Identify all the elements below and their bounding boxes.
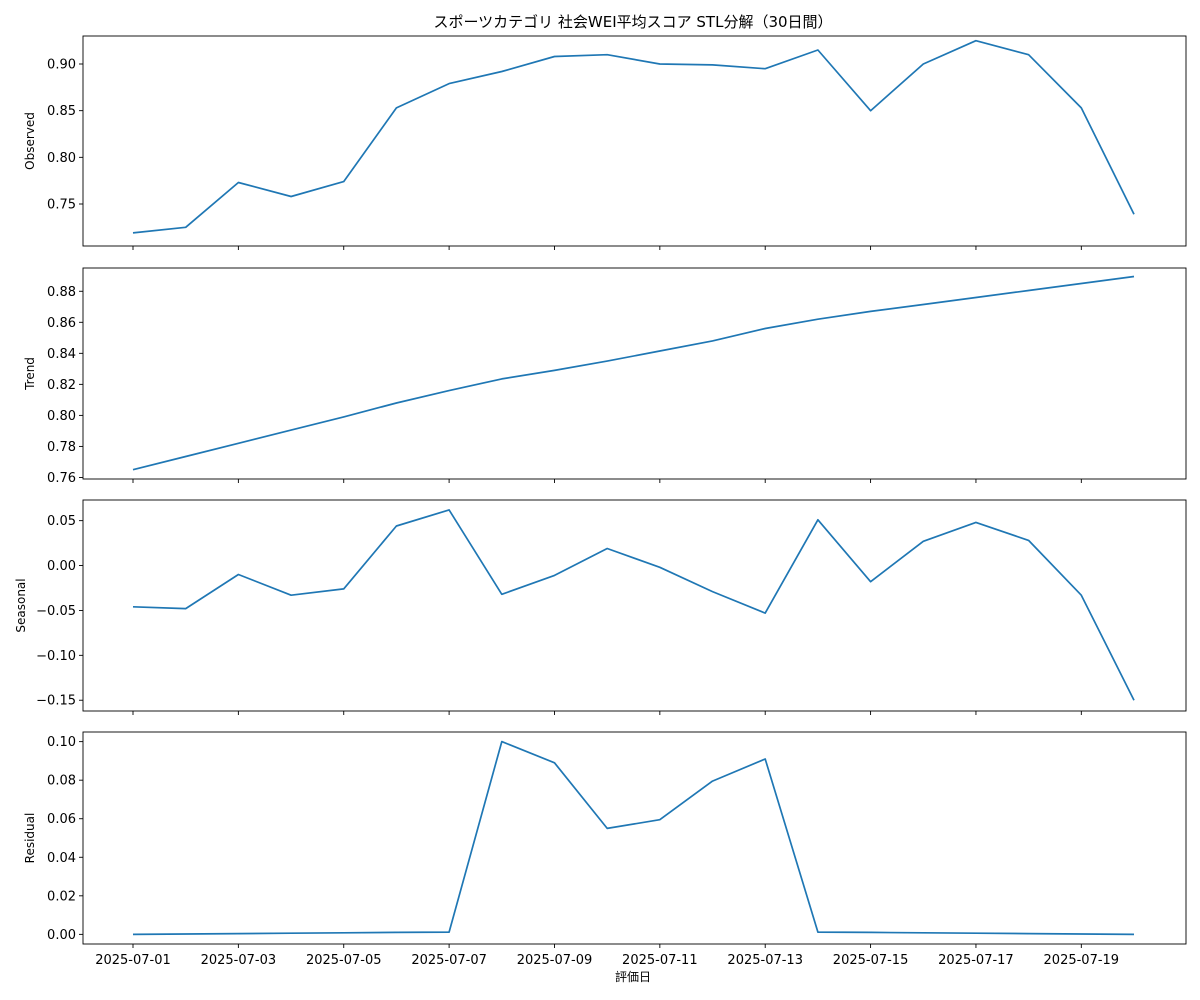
x-tick-label: 2025-07-07	[411, 953, 487, 968]
y-tick-label: 0.80	[47, 409, 76, 424]
y-tick-label: 0.80	[47, 151, 76, 166]
panel-residual: 0.00 0.02 0.04 0.06 0.08 0.10 Residual 2025-07-…	[23, 731, 1187, 968]
y-tick-label: 0.90	[47, 58, 76, 73]
y-tick-label: 0.02	[47, 889, 76, 904]
panel-seasonal: −0.15 −0.10 −0.05 0.00 0.05 Seasonal	[14, 499, 1187, 715]
y-tick-label: 0.00	[47, 928, 76, 943]
x-tick-label: 2025-07-01	[95, 953, 171, 968]
x-tick-label: 2025-07-03	[201, 953, 277, 968]
y-tick-label: 0.78	[47, 440, 76, 455]
y-tick-label: 0.86	[47, 316, 76, 331]
y-axis-label: Residual	[23, 813, 37, 864]
y-tick-label: 0.84	[47, 347, 76, 362]
y-tick-label: 0.76	[47, 471, 76, 486]
chart-title: スポーツカテゴリ 社会WEI平均スコア STL分解（30日間）	[433, 13, 832, 31]
y-tick-label: 0.85	[47, 104, 76, 119]
y-tick-label: 0.08	[47, 774, 76, 789]
y-tick-label: −0.05	[36, 604, 76, 619]
y-tick-label: 0.04	[47, 851, 76, 866]
x-tick-label: 2025-07-05	[306, 953, 382, 968]
y-axis-label: Trend	[23, 357, 37, 391]
y-tick-label: −0.15	[36, 694, 76, 709]
x-tick-label: 2025-07-11	[622, 953, 698, 968]
x-axis-label: 評価日	[615, 969, 651, 984]
series-line-observed	[132, 39, 1135, 234]
plot-frame	[82, 267, 1187, 480]
y-tick-label: 0.06	[47, 812, 76, 827]
y-tick-label: 0.82	[47, 378, 76, 393]
plot-frame	[82, 731, 1187, 945]
y-axis-label: Observed	[23, 112, 37, 170]
x-tick-label: 2025-07-19	[1044, 953, 1120, 968]
panel-trend: 0.76 0.78 0.80 0.82 0.84 0.86 0.88 Trend	[23, 267, 1187, 486]
panels-group: 0.75 0.80 0.85 0.90 Observed 0.76 0.78 0.80 0.82…	[14, 35, 1187, 968]
y-tick-label: 0.00	[47, 559, 76, 574]
series-line-seasonal	[132, 509, 1135, 701]
series-line-residual	[132, 740, 1135, 936]
x-tick-label: 2025-07-15	[833, 953, 909, 968]
x-tick-label: 2025-07-09	[517, 953, 593, 968]
series-line-trend	[132, 275, 1135, 471]
y-tick-label: 0.10	[47, 735, 76, 750]
panel-observed: 0.75 0.80 0.85 0.90 Observed	[23, 35, 1187, 250]
plot-frame	[82, 35, 1187, 247]
y-tick-label: 0.88	[47, 285, 76, 300]
plot-frame	[82, 499, 1187, 712]
y-tick-label: −0.10	[36, 649, 76, 664]
y-tick-label: 0.05	[47, 514, 76, 529]
x-tick-label: 2025-07-13	[727, 953, 803, 968]
x-tick-label: 2025-07-17	[938, 953, 1014, 968]
y-tick-label: 0.75	[47, 198, 76, 213]
y-axis-label: Seasonal	[14, 578, 28, 632]
